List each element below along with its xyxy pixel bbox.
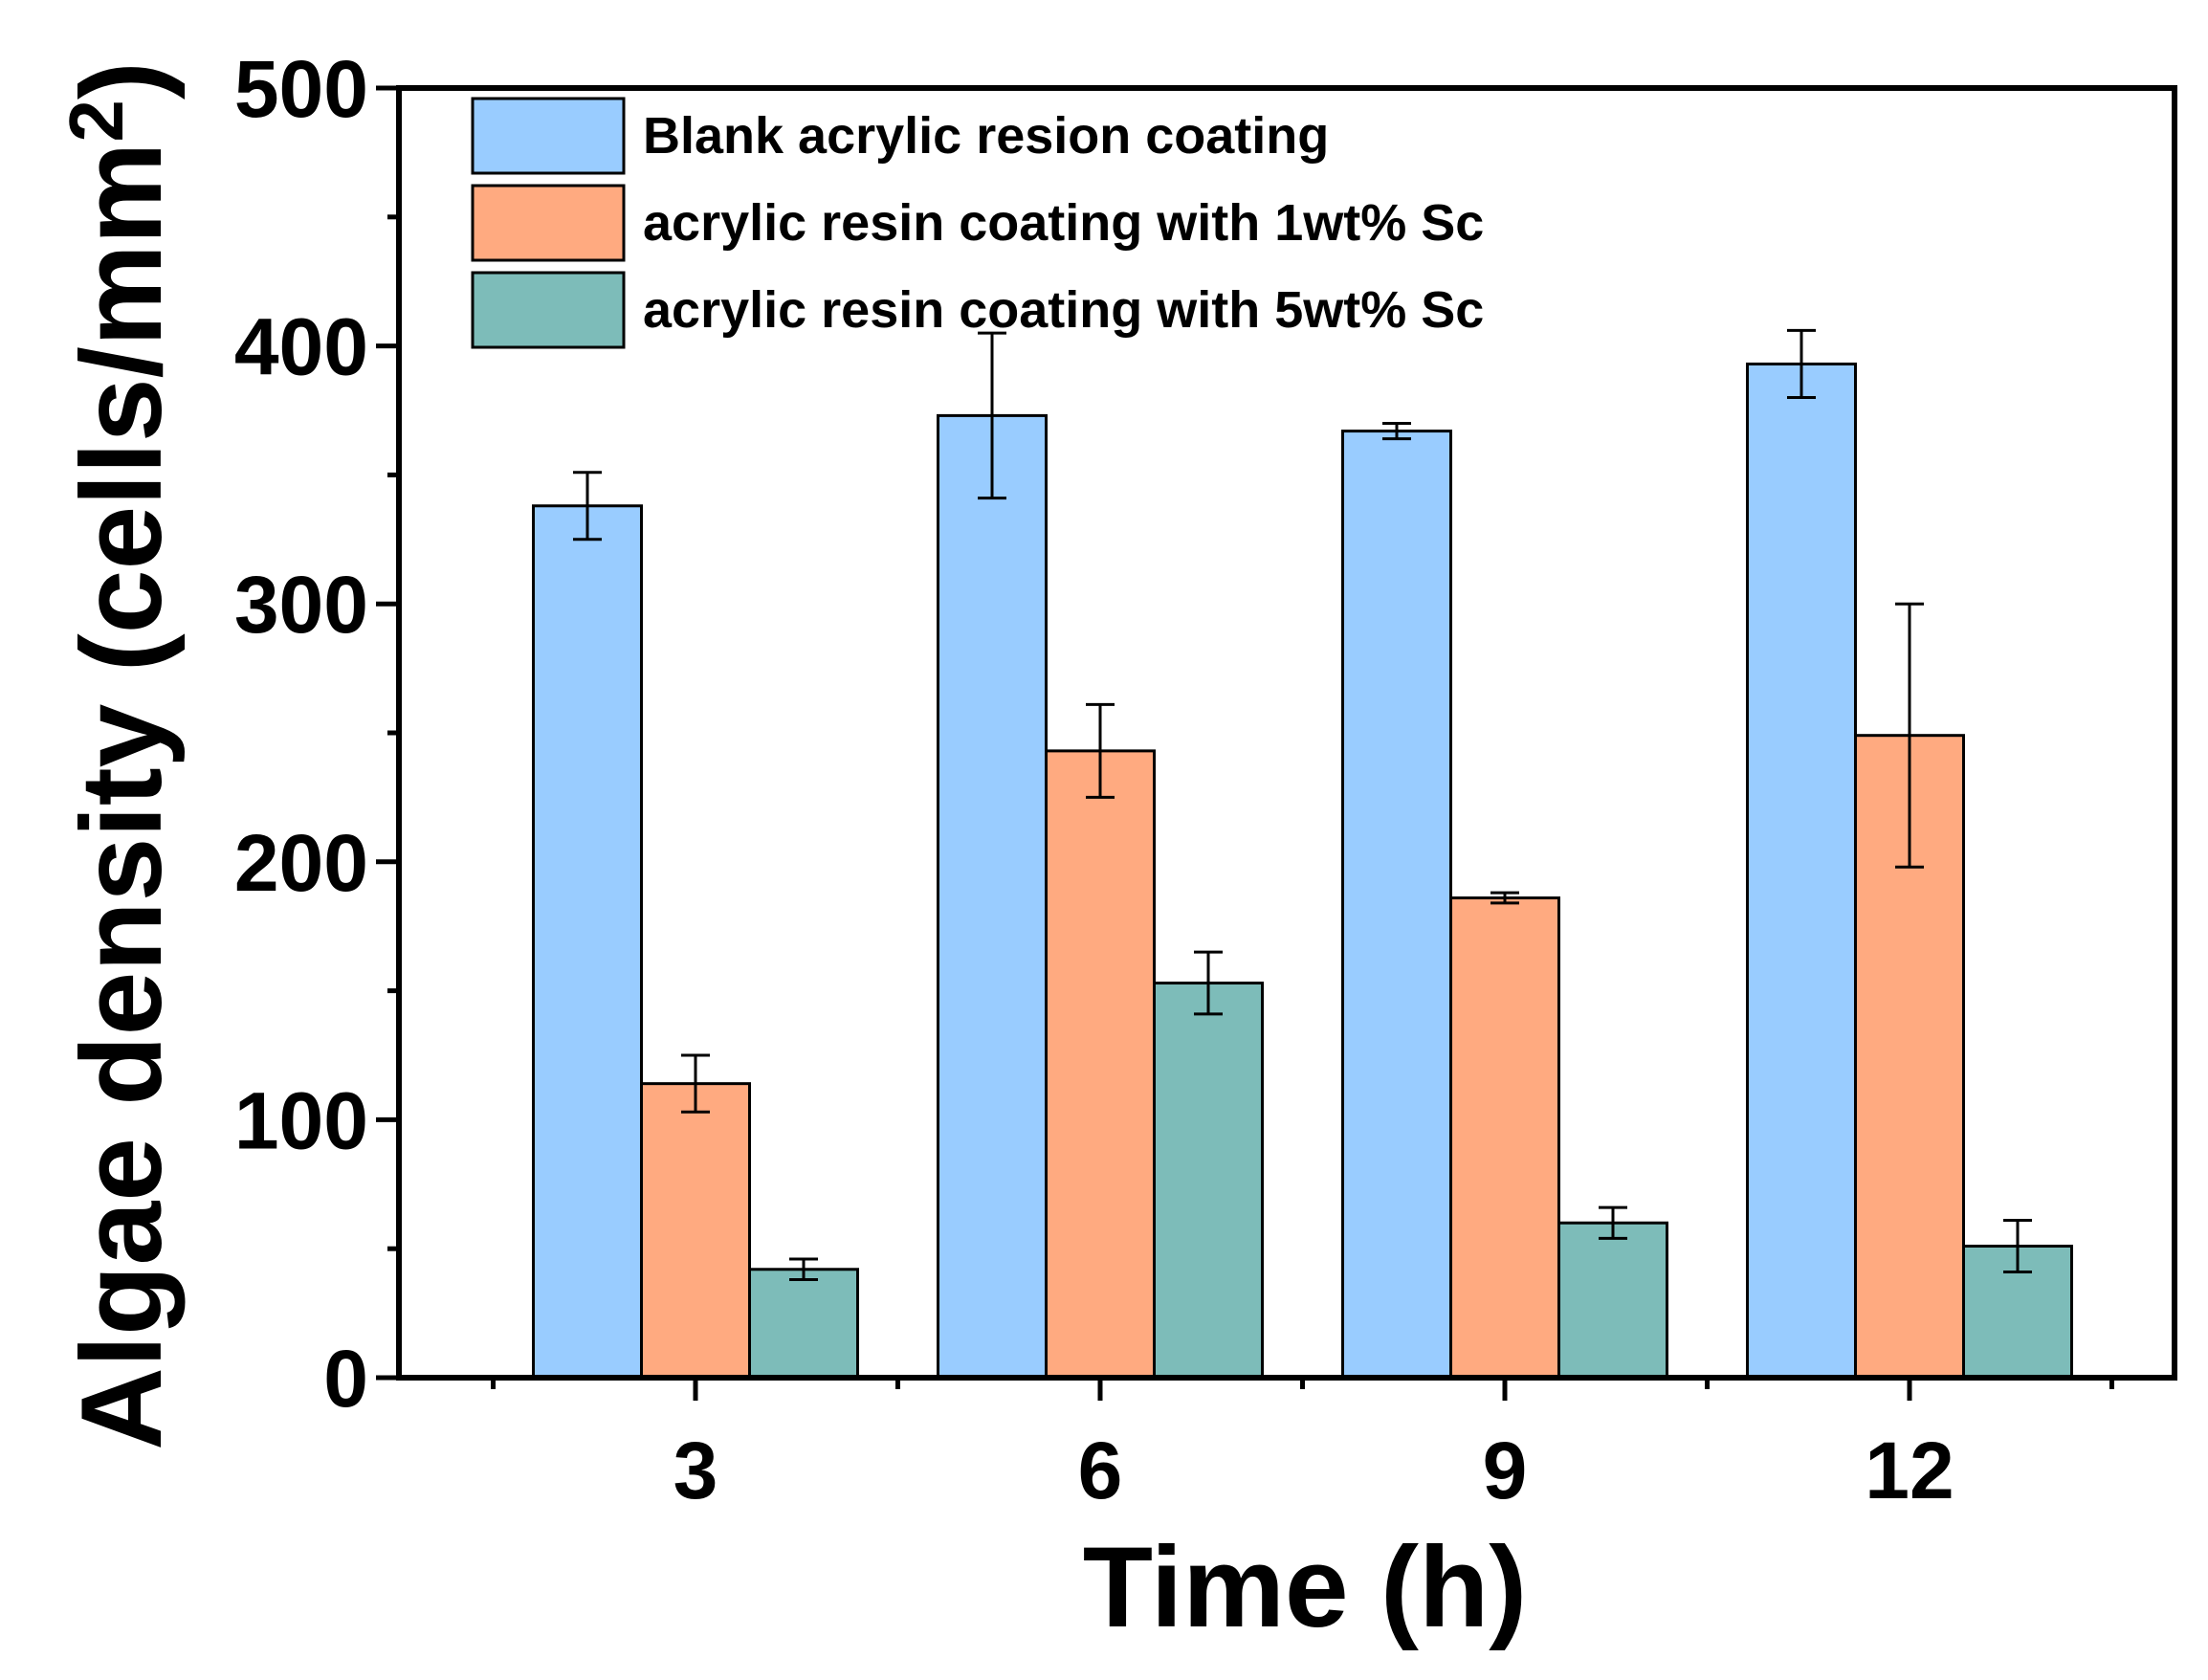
bar-series-3-cat-6 [1153,982,1264,1380]
bar-series-1-cat-9 [1341,430,1452,1380]
bars-layer [532,362,2073,1380]
legend-swatch-series-2 [471,184,626,262]
x-tick-label-9: 9 [1483,1426,1528,1515]
y-tick-label-300: 300 [234,560,368,650]
bar-series-1-cat-3 [532,504,643,1380]
legend-label-series-1: Blank acrylic resion coating [643,107,1329,165]
y-tick-label-100: 100 [234,1075,368,1165]
legend-label-series-2: acrylic resin coating with 1wt% Sc [643,194,1484,252]
x-axis-title: Time (h) [1083,1523,1527,1651]
y-tick-label-0: 0 [323,1334,368,1424]
legend-swatch-series-1 [471,97,626,175]
y-tick-label-400: 400 [234,302,368,392]
ticks-layer: 0 100 200 300 400 500 3 6 9 12 [234,44,2114,1515]
y-axis-title-close: ) [57,61,186,99]
bar-series-1-cat-12 [1746,362,1857,1380]
bar-series-3-cat-3 [748,1268,859,1380]
bar-series-3-cat-9 [1557,1221,1668,1380]
bar-series-2-cat-9 [1449,896,1560,1380]
y-tick-label-500: 500 [234,44,368,134]
legend: Blank acrylic resion coating acrylic resi… [471,97,1484,349]
y-tick-label-200: 200 [234,818,368,908]
x-tick-label-12: 12 [1865,1426,1954,1515]
legend-swatch-series-3 [471,271,626,349]
bar-series-2-cat-3 [640,1082,751,1380]
y-axis-title: Algae density (cells/mm2) [54,61,186,1450]
x-tick-label-6: 6 [1078,1426,1123,1515]
x-tick-label-3: 3 [673,1426,718,1515]
bar-series-2-cat-6 [1045,749,1156,1380]
y-axis-title-main: Algae density (cells/mm [57,143,186,1450]
bar-series-1-cat-6 [937,413,1048,1380]
error-bars-layer [573,328,2032,1282]
legend-label-series-3: acrylic resin coating with 5wt% Sc [643,281,1484,339]
y-axis-title-superscript: 2 [54,99,139,143]
